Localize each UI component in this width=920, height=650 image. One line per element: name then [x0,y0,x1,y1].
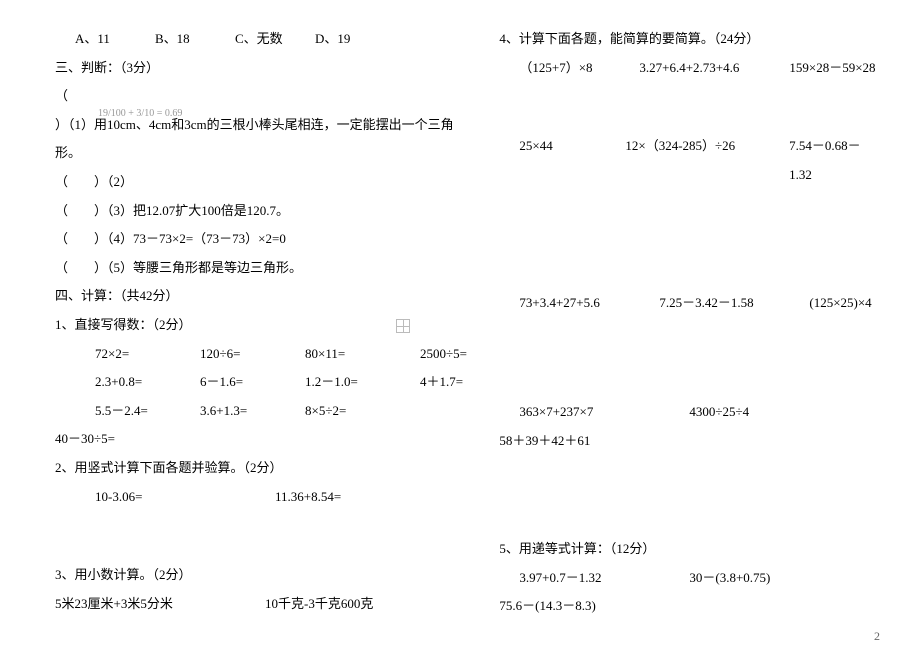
judge-item-2: （ ）（2） [55,168,469,197]
section-4-title: 四、计算：（共42分） [55,282,469,311]
q4-row-3: 73+3.4+27+5.6 7.25－3.42－1.58 (125×25)×4 [499,289,880,318]
expr: 73+3.4+27+5.6 [519,289,659,318]
calc-cell: 80×11= [305,340,420,369]
q3-title: 3、用小数计算。（2分） [55,561,469,590]
q2-b: 11.36+8.54= [275,483,341,512]
q2-title: 2、用竖式计算下面各题并验算。（2分） [55,454,469,483]
q4-row-2: 25×44 12×（324-285）÷26 7.54－0.68－1.32 [499,132,880,189]
q5-title: 5、用递等式计算：（12分） [499,535,880,564]
choice-d: D、19 [315,25,350,54]
expr: 4300÷25÷4 [689,398,749,427]
calc-row-2: 2.3+0.8= 6－1.6= 1.2－1.0= 4＋1.7= [55,368,469,397]
q5-row-2: 75.6－(14.3－8.3) [499,592,880,621]
expr: 12×（324-285）÷26 [625,132,789,189]
expr: 25×44 [519,132,625,189]
judge-item-4: （ ）（4）73－73×2=（73－73）×2=0 [55,225,469,254]
calc-cell: 120÷6= [200,340,305,369]
spacer [499,318,880,398]
choice-row: A、11 B、18 C、无数 D、19 [55,25,469,54]
fraction-overlay: 19/100 + 3/10 = 0.69 [98,108,182,119]
expr: 7.54－0.68－1.32 [789,132,880,189]
calc-cell: 2500÷5= [420,340,467,369]
q3-a: 5米23厘米+3米5分米 [55,590,265,619]
expr: (125×25)×4 [809,289,871,318]
calc-cell: 5.5－2.4= [95,397,200,426]
page-number: 2 [874,629,880,644]
expr: 3.97+0.7－1.32 [519,564,689,593]
judge-item-5: （ ）（5）等腰三角形都是等边三角形。 [55,254,469,283]
choice-b: B、18 [155,25,235,54]
q4-row-4: 363×7+237×7 4300÷25÷4 [499,398,880,427]
right-column: 4、计算下面各题，能简算的要简算。（24分） （125+7）×8 3.27+6.… [469,25,880,630]
choice-c: C、无数 [235,25,315,54]
expr: 159×28－59×28 [789,54,875,83]
expr: 30－(3.8+0.75) [689,564,770,593]
calc-cell: 4＋1.7= [420,368,463,397]
calc-row-3: 5.5－2.4= 3.6+1.3= 8×5÷2= [55,397,469,426]
q4-row-4b: 58＋39＋42＋61 [499,427,880,456]
calc-row-1: 72×2= 120÷6= 80×11= 2500÷5= [55,340,469,369]
expr: 7.25－3.42－1.58 [659,289,809,318]
q4-title: 4、计算下面各题，能简算的要简算。（24分） [499,25,880,54]
q5-row-1: 3.97+0.7－1.32 30－(3.8+0.75) [499,564,880,593]
calc-row-4: 40－30÷5= [55,425,469,454]
spacer [499,189,880,289]
calc-cell: 72×2= [95,340,200,369]
section-3-title: 三、判断：（3分） [55,54,469,83]
paren-open: （ [55,82,469,111]
q2-a: 10-3.06= [95,483,275,512]
q3-b: 10千克-3千克600克 [265,590,373,619]
expr: 3.27+6.4+2.73+4.6 [639,54,789,83]
watermark-icon [396,319,410,333]
calc-cell: 8×5÷2= [305,397,346,426]
judge-item-1-line2: 形。 [55,139,469,168]
spacer [499,82,880,132]
q2-row: 10-3.06= 11.36+8.54= [55,483,469,512]
calc-cell: 3.6+1.3= [200,397,305,426]
q3-row: 5米23厘米+3米5分米 10千克-3千克600克 [55,590,469,619]
spacer [499,455,880,535]
spacer [55,511,469,561]
expr: （125+7）×8 [519,54,639,83]
choice-a: A、11 [75,25,155,54]
judge-item-3: （ ）（3）把12.07扩大100倍是120.7。 [55,197,469,226]
calc-cell: 6－1.6= [200,368,305,397]
calc-cell: 2.3+0.8= [95,368,200,397]
page: A、11 B、18 C、无数 D、19 三、判断：（3分） （ ）（1）用10c… [0,0,920,650]
calc-cell: 1.2－1.0= [305,368,420,397]
q4-row-1: （125+7）×8 3.27+6.4+2.73+4.6 159×28－59×28 [499,54,880,83]
expr: 363×7+237×7 [519,398,689,427]
